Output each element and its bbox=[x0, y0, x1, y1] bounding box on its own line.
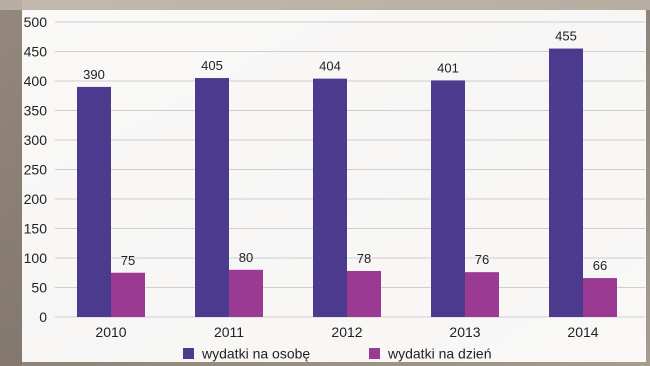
bar bbox=[347, 270, 381, 317]
legend-label: wydatki na dzień bbox=[387, 346, 492, 362]
x-tick-label: 2012 bbox=[331, 324, 362, 340]
y-tick-label: 100 bbox=[24, 250, 48, 266]
y-tick-label: 500 bbox=[24, 14, 48, 30]
x-tick-label: 2010 bbox=[95, 324, 126, 340]
bar bbox=[431, 80, 465, 317]
bar bbox=[195, 78, 229, 317]
x-tick-label: 2014 bbox=[567, 324, 598, 340]
y-tick-label: 150 bbox=[24, 221, 48, 237]
y-tick-label: 250 bbox=[24, 162, 48, 178]
x-tick-label: 2013 bbox=[449, 324, 480, 340]
bar bbox=[111, 272, 145, 317]
bar bbox=[229, 269, 263, 317]
y-tick-label: 0 bbox=[39, 309, 47, 325]
y-tick-label: 50 bbox=[31, 280, 47, 296]
y-tick-label: 400 bbox=[24, 73, 48, 89]
y-tick-label: 450 bbox=[24, 44, 48, 60]
y-tick-label: 350 bbox=[24, 103, 48, 119]
legend-label: wydatki na osobę bbox=[201, 346, 310, 362]
x-tick-label: 2011 bbox=[214, 324, 244, 340]
legend-swatch bbox=[369, 348, 380, 359]
y-tick-label: 300 bbox=[24, 132, 48, 148]
bar bbox=[465, 272, 499, 317]
bar bbox=[549, 48, 583, 318]
data-label: 78 bbox=[357, 251, 371, 266]
bar bbox=[583, 278, 617, 317]
bar bbox=[77, 86, 111, 318]
data-label: 455 bbox=[555, 29, 577, 44]
data-label: 401 bbox=[437, 60, 459, 75]
data-label: 66 bbox=[593, 258, 607, 273]
data-label: 405 bbox=[201, 58, 223, 73]
data-label: 80 bbox=[239, 250, 253, 265]
y-tick-label: 200 bbox=[24, 191, 48, 207]
data-label: 76 bbox=[475, 252, 489, 267]
data-label: 75 bbox=[121, 253, 135, 268]
data-label: 390 bbox=[83, 67, 105, 82]
data-label: 404 bbox=[319, 59, 341, 74]
bar bbox=[313, 78, 347, 317]
legend-swatch bbox=[183, 348, 194, 359]
